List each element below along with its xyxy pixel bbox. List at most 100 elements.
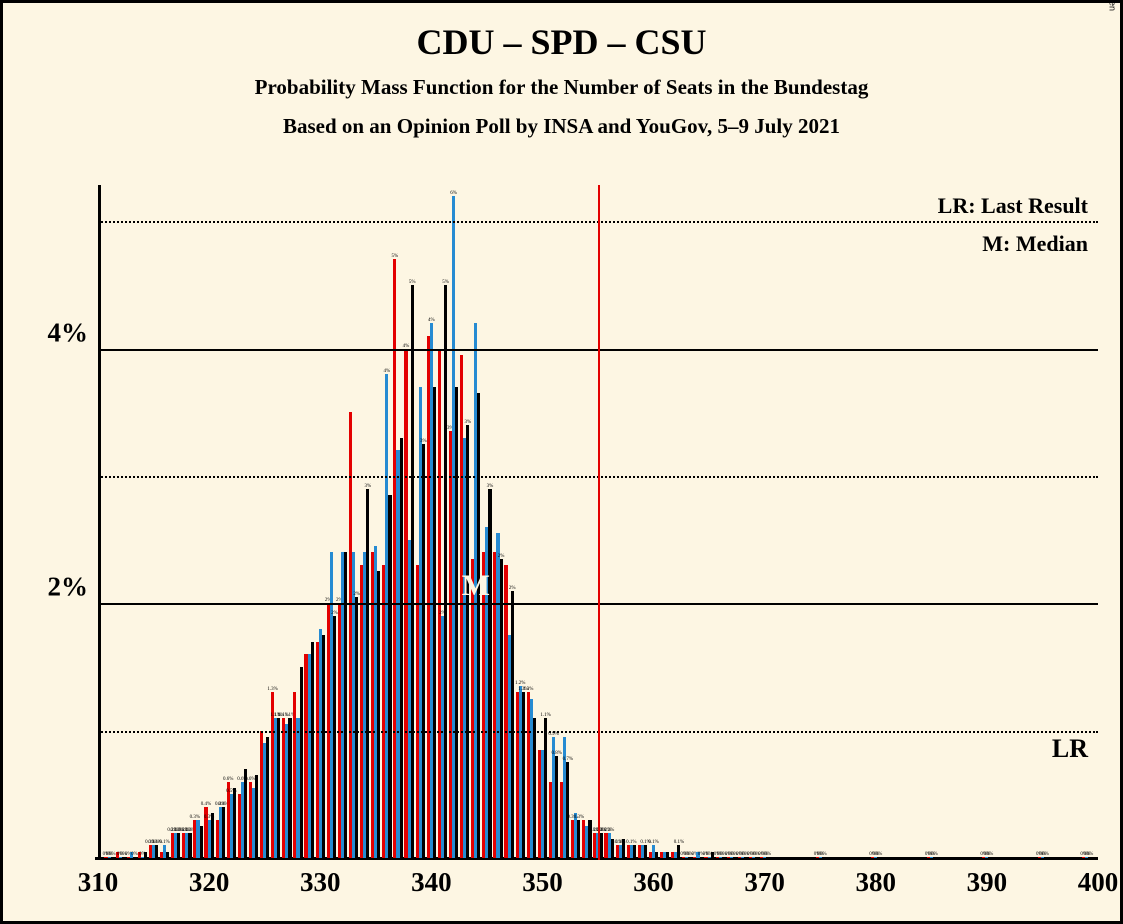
bar-value-label: 0.4% (201, 802, 211, 807)
bar-csu: 0% (822, 857, 825, 858)
bar-value-label: 0.1% (648, 840, 658, 845)
bar-csu: 3% (488, 489, 491, 858)
bar-value-label: 0.8% (551, 751, 561, 756)
bar-value-label: 0.1% (674, 840, 684, 845)
y-tick-label: 2% (48, 572, 89, 603)
bar-value-label: 5% (409, 280, 416, 285)
bar-csu: 3% (366, 489, 369, 858)
bar-csu (344, 552, 347, 858)
bar-csu: 5% (411, 285, 414, 858)
bar-value-label: 6% (450, 191, 457, 196)
title-sub1: Probability Mass Function for the Number… (3, 75, 1120, 100)
x-tick-label: 380 (856, 867, 897, 898)
bar-csu: 0% (133, 857, 136, 858)
bar-csu (533, 718, 536, 858)
bar-value-label: 0.9% (548, 732, 558, 737)
bar-csu (322, 635, 325, 858)
bar-csu: 1.1% (277, 718, 280, 858)
bar-value-label: 0.7% (563, 757, 573, 762)
bar-csu: 1.1% (544, 718, 547, 858)
bar-csu (144, 852, 147, 858)
bar-csu (622, 839, 625, 858)
bar-csu: 0.2% (600, 833, 603, 858)
bar-value-label: 0.6% (223, 777, 233, 782)
bar-csu (244, 769, 247, 858)
bar-csu: 0% (688, 857, 691, 858)
bar-csu: 3% (466, 425, 469, 858)
bar-value-label: 1.1% (540, 713, 550, 718)
bar-value-label: 5% (442, 280, 449, 285)
bar-csu: 0% (700, 857, 703, 858)
x-tick-label: 330 (300, 867, 341, 898)
bar-csu (377, 571, 380, 858)
x-tick-label: 390 (967, 867, 1008, 898)
x-tick-label: 370 (744, 867, 785, 898)
titles: CDU – SPD – CSU Probability Mass Functio… (3, 3, 1120, 139)
bar-csu: 1.3% (522, 692, 525, 858)
bar-csu: 0.2% (177, 833, 180, 858)
bar-csu: 3% (422, 444, 425, 858)
bar-csu: 0% (111, 857, 114, 858)
bar-value-label: 0% (987, 852, 994, 857)
bar-value-label: 0.1% (159, 840, 169, 845)
bar-value-label: 3% (464, 420, 471, 425)
bar-csu (211, 813, 214, 858)
bar-csu: 0% (988, 857, 991, 858)
bar-value-label: 0% (764, 852, 771, 857)
bar-csu: 0.1% (155, 845, 158, 858)
bar-csu (477, 393, 480, 858)
bar-csu: 0% (755, 857, 758, 858)
bar-csu: 0.7% (566, 762, 569, 858)
x-tick-label: 400 (1078, 867, 1119, 898)
bar-csu: 0% (933, 857, 936, 858)
plot-area: LR: Last Result M: Median 0%0%0%0%0%0%0%… (98, 185, 1098, 860)
median-marker: M (462, 569, 490, 603)
bar-csu (433, 387, 436, 858)
bar-csu: 0.8% (555, 756, 558, 858)
chart-frame: © 2021 Filip van Laenen CDU – SPD – CSU … (0, 0, 1123, 924)
bar-value-label: 3% (487, 484, 494, 489)
bar-value-label: 0.2% (604, 828, 614, 833)
bar-csu: 0% (766, 857, 769, 858)
bar-csu: 0% (1088, 857, 1091, 858)
bar-csu (166, 852, 169, 858)
bar-value-label: 4% (428, 318, 435, 323)
x-tick-label: 320 (189, 867, 230, 898)
bar-csu: 2% (333, 616, 336, 858)
bar-csu (633, 845, 636, 858)
bar-csu (311, 642, 314, 859)
bar-csu: 0% (722, 857, 725, 858)
bar-csu: 0% (744, 857, 747, 858)
bar-csu: 5% (444, 285, 447, 858)
bar-value-label: 4% (384, 369, 391, 374)
bar-csu: 0.1% (644, 845, 647, 858)
bar-csu: 0% (733, 857, 736, 858)
bar-value-label: 0.6% (245, 777, 255, 782)
y-tick-label: 4% (48, 317, 89, 348)
bar-value-label: 1.2% (515, 681, 525, 686)
bar-value-label: 1.3% (267, 687, 277, 692)
bar-csu (255, 775, 258, 858)
copyright-text: © 2021 Filip van Laenen (1108, 0, 1118, 11)
title-sub2: Based on an Opinion Poll by INSA and You… (3, 114, 1120, 139)
bar-value-label: 0% (1042, 852, 1049, 857)
x-tick-label: 360 (633, 867, 674, 898)
bar-value-label: 0% (1087, 852, 1094, 857)
bar-csu (200, 826, 203, 858)
bar-value-label: 0% (820, 852, 827, 857)
title-main: CDU – SPD – CSU (3, 21, 1120, 63)
bar-value-label: 5% (391, 254, 398, 259)
bar-csu: 0% (1044, 857, 1047, 858)
bar-csu: 0% (877, 857, 880, 858)
lr-label: LR (1052, 734, 1088, 764)
bar-csu (655, 852, 658, 858)
bar-csu (388, 495, 391, 858)
bar-csu: 2% (355, 597, 358, 858)
bar-value-label: 3% (364, 484, 371, 489)
bar-csu: 0.3% (577, 820, 580, 858)
bar-value-label: 2% (509, 586, 516, 591)
bar-csu (233, 788, 236, 858)
bar-value-label: 0% (876, 852, 883, 857)
x-tick-label: 350 (522, 867, 563, 898)
bar-csu: 1.1% (288, 718, 291, 858)
